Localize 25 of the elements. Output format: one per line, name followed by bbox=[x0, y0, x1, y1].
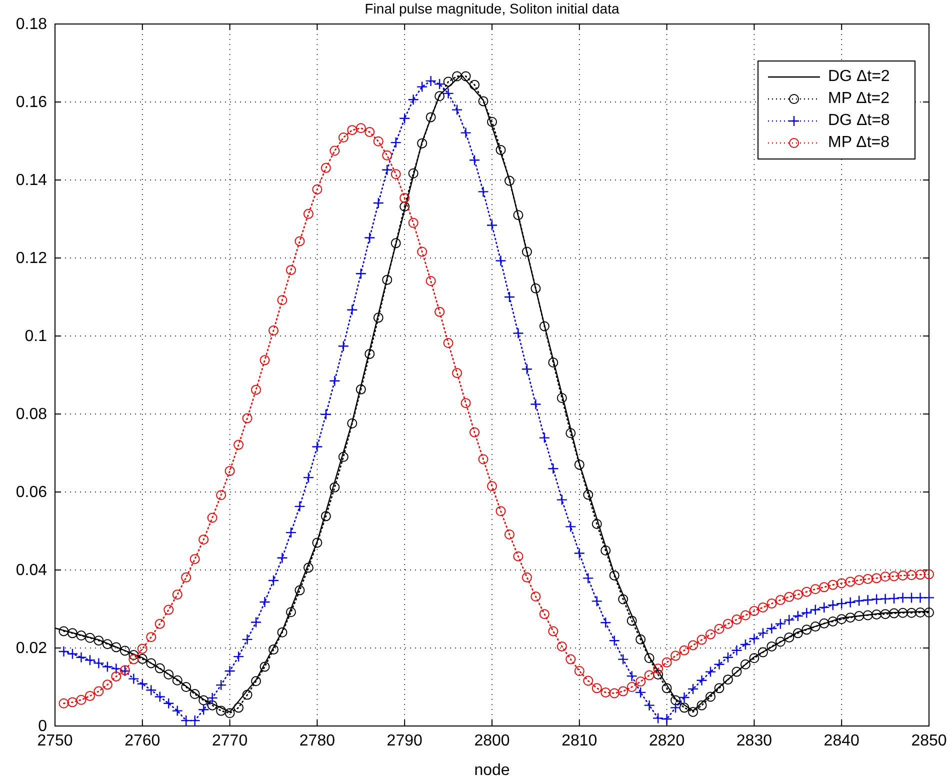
y-tick-label: 0.08 bbox=[16, 406, 48, 424]
legend-label: MP Δt=8 bbox=[828, 134, 890, 152]
y-tick-label: 0.02 bbox=[16, 640, 48, 658]
y-tick-label: 0.12 bbox=[16, 250, 48, 268]
x-tick-label: 2790 bbox=[386, 732, 422, 750]
x-tick-label: 2850 bbox=[911, 732, 947, 750]
x-tick-label: 2760 bbox=[124, 732, 160, 750]
y-tick-label: 0.16 bbox=[16, 94, 48, 112]
x-tick-label: 2770 bbox=[212, 732, 248, 750]
x-axis-title: node bbox=[474, 762, 510, 779]
y-tick-label: 0.1 bbox=[24, 328, 48, 346]
x-tick-label: 2840 bbox=[824, 732, 860, 750]
y-tick-label: 0.18 bbox=[16, 16, 48, 34]
x-tick-label: 2830 bbox=[736, 732, 772, 750]
legend-label: MP Δt=2 bbox=[828, 90, 890, 108]
x-tick-label: 2800 bbox=[474, 732, 510, 750]
legend-label: DG Δt=8 bbox=[828, 112, 890, 130]
x-tick-label: 2780 bbox=[299, 732, 336, 750]
legend-label: DG Δt=2 bbox=[828, 68, 890, 86]
chart-title: Final pulse magnitude, Soliton initial data bbox=[364, 0, 620, 17]
y-tick-label: 0.06 bbox=[16, 484, 48, 502]
y-tick-label: 0.04 bbox=[16, 562, 48, 580]
y-tick-label: 0.14 bbox=[16, 172, 48, 190]
x-tick-label: 2820 bbox=[649, 732, 685, 750]
x-tick-label: 2810 bbox=[562, 732, 598, 750]
